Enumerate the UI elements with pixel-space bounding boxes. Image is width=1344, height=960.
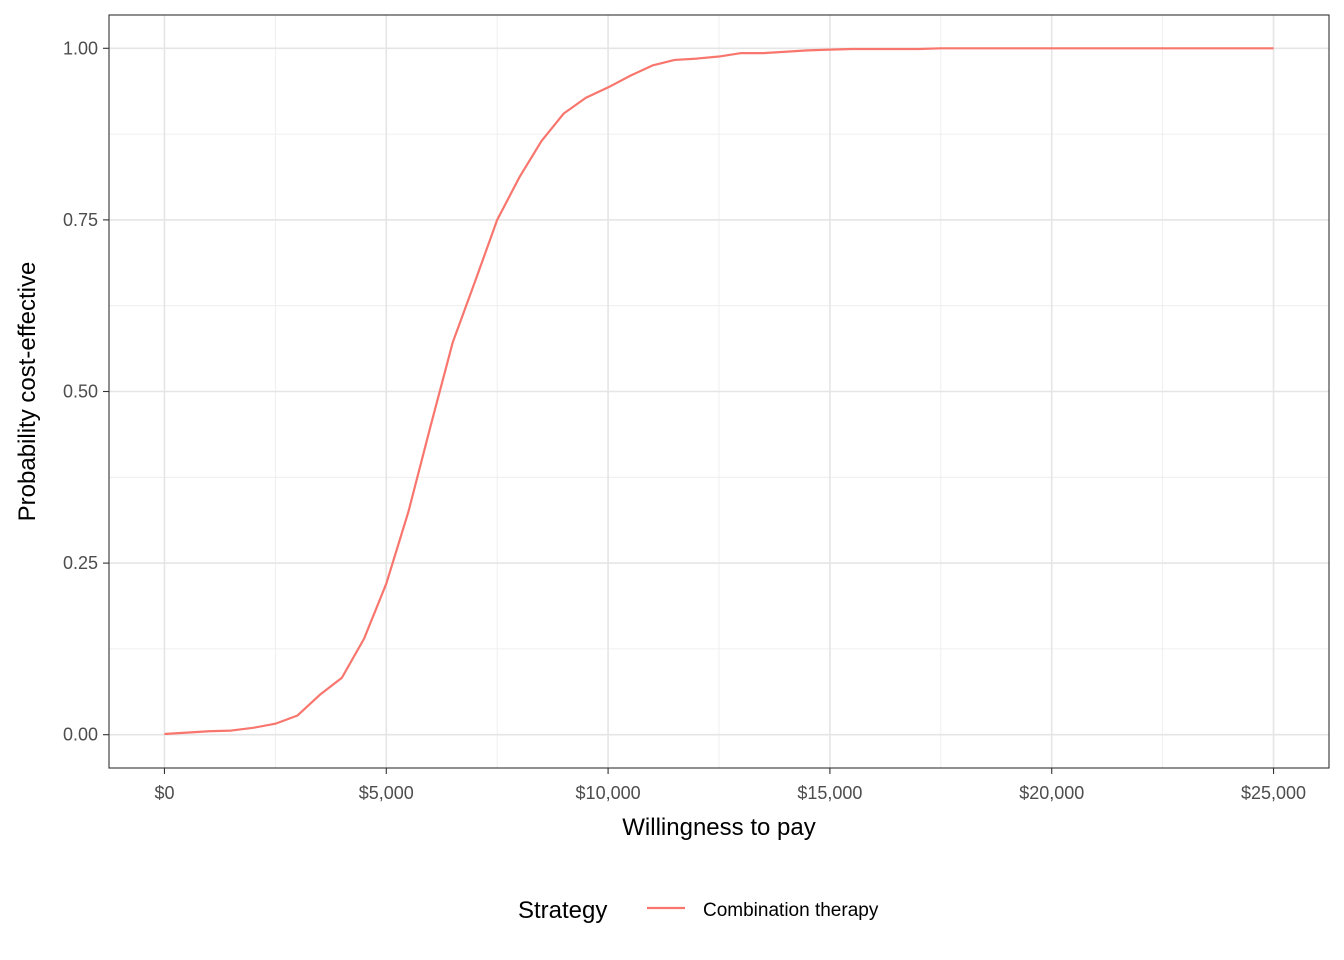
x-tick-label: $10,000 <box>576 783 641 803</box>
series-layer <box>164 47 1274 736</box>
y-tick-label: 0.75 <box>63 210 98 230</box>
y-axis-title: Probability cost-effective <box>14 262 41 522</box>
legend-label-combination-therapy: Combination therapy <box>703 900 879 921</box>
legend-title: Strategy <box>518 897 607 924</box>
y-tick-label: 0.00 <box>63 725 98 745</box>
x-tick-label: $20,000 <box>1019 783 1084 803</box>
x-tick-label: $5,000 <box>359 783 414 803</box>
y-tick-label: 0.25 <box>63 553 98 573</box>
x-tick-label: $25,000 <box>1241 783 1306 803</box>
y-axis: 0.00 0.25 0.50 0.75 1.00 <box>63 38 109 745</box>
series-line-combination-therapy <box>164 47 1274 736</box>
x-axis-title: Willingness to pay <box>622 814 815 841</box>
y-tick-label: 1.00 <box>63 38 98 58</box>
x-tick-label: $0 <box>154 783 174 803</box>
x-tick-label: $15,000 <box>797 783 862 803</box>
x-axis: $0 $5,000 $10,000 $15,000 $20,000 $25,000 <box>154 768 1306 803</box>
y-tick-label: 0.50 <box>63 382 98 402</box>
legend: Strategy Combination therapy <box>518 897 879 924</box>
